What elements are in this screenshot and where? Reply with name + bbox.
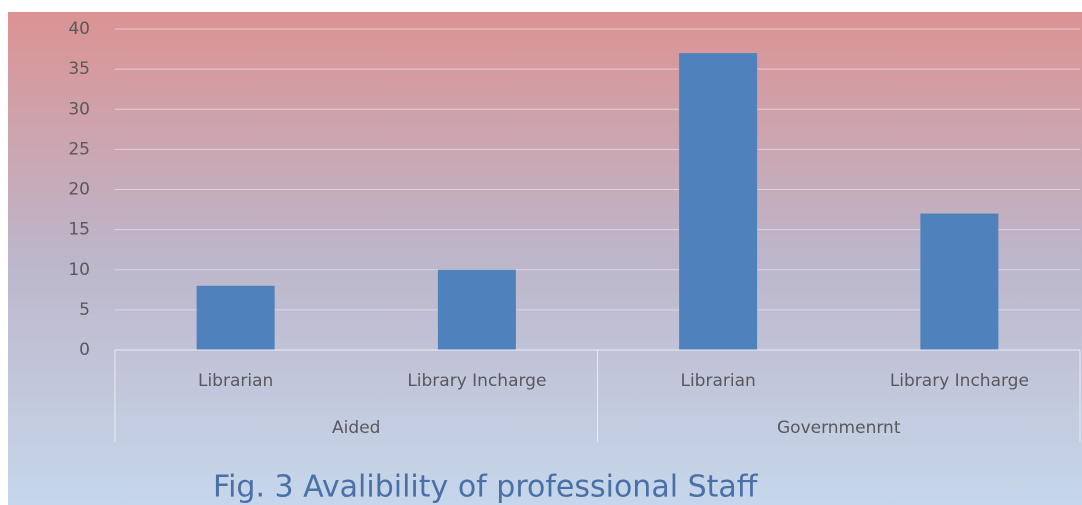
y-tick-label: 10 bbox=[68, 260, 90, 280]
y-tick-label: 35 bbox=[68, 59, 90, 79]
x-tick-label: Library Incharge bbox=[890, 371, 1029, 391]
x-tick-label: Library Incharge bbox=[407, 371, 546, 391]
y-tick-label: 5 bbox=[79, 300, 90, 320]
x-tick-label: Librarian bbox=[198, 371, 273, 391]
x-tick-label: Librarian bbox=[680, 371, 755, 391]
group-label: Governmenrnt bbox=[777, 418, 901, 438]
y-tick-label: 25 bbox=[68, 139, 90, 159]
caption: Fig. 3 Avalibility of professional Staff bbox=[213, 470, 759, 505]
y-tick-label: 40 bbox=[68, 19, 90, 39]
bar bbox=[920, 213, 999, 350]
bar bbox=[437, 269, 516, 350]
y-tick-label: 20 bbox=[68, 180, 90, 200]
bar bbox=[679, 53, 758, 350]
bar bbox=[196, 285, 275, 350]
chart-background bbox=[8, 12, 1082, 505]
y-tick-label: 30 bbox=[68, 99, 90, 119]
group-label: Aided bbox=[332, 418, 380, 438]
y-tick-label: 0 bbox=[79, 340, 90, 360]
y-tick-label: 15 bbox=[68, 220, 90, 240]
